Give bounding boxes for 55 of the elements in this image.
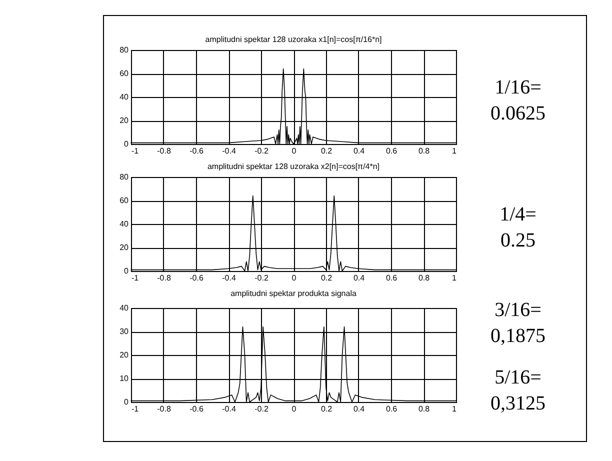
x-tick-label: -0.2 [254, 146, 269, 156]
x-tick-label: 0.8 [418, 274, 430, 282]
x-tick-label: -1 [132, 274, 140, 282]
y-tick-label: 30 [120, 327, 130, 336]
x-tick-label: 0.4 [353, 404, 366, 414]
chart-title: amplitudni spektar produkta signala [230, 288, 357, 298]
x-tick-label: 1 [452, 404, 458, 414]
x-tick-label: -0.6 [190, 404, 204, 414]
x-tick-label: 1 [452, 274, 458, 282]
x-tick-label: -0.2 [254, 404, 269, 414]
y-tick-label: 20 [120, 116, 130, 125]
x-tick-label: -1 [132, 146, 140, 156]
x-tick-label: 0.2 [320, 404, 333, 414]
y-tick-label: 20 [120, 350, 130, 360]
y-tick-label: 60 [120, 69, 130, 78]
chart-title: amplitudni spektar 128 uzoraka x2[n]=cos[π/4*n] [207, 162, 380, 171]
y-tick-label: 40 [120, 304, 130, 312]
y-tick-label: 10 [120, 374, 130, 383]
y-tick-label: 0 [124, 266, 130, 276]
y-tick-label: 0 [124, 140, 130, 148]
text: 5/16= 0,3125 [490, 366, 546, 415]
x-tick-label: -0.6 [190, 274, 204, 282]
x-tick-label: 0 [292, 274, 297, 282]
x-tick-label: -0.8 [157, 404, 172, 414]
x-tick-label: 0.8 [418, 404, 430, 414]
x-tick-label: -0.4 [222, 274, 236, 282]
x-tick-label: -0.2 [254, 274, 269, 282]
x-tick-label: 0.6 [386, 274, 398, 282]
x-tick-label: -0.4 [222, 146, 236, 156]
x-tick-label: 0.4 [353, 146, 366, 156]
x-tick-label: -1 [132, 404, 140, 414]
x-tick-label: 0.2 [320, 146, 333, 156]
y-tick-label: 80 [120, 46, 130, 54]
y-tick-label: 80 [120, 172, 130, 182]
y-tick-label: 20 [120, 243, 130, 252]
x-tick-label: -0.8 [157, 274, 172, 282]
x-tick-label: 0.4 [353, 274, 366, 282]
x-tick-label: -0.4 [222, 404, 236, 414]
y-tick-label: 40 [120, 92, 130, 102]
text: 1/16= 0.0625 [490, 76, 546, 125]
x-tick-label: 0.6 [386, 404, 398, 414]
x-tick-label: 1 [452, 146, 458, 156]
text: 1/4= 0.25 [500, 204, 536, 252]
y-tick-label: 60 [120, 196, 130, 205]
x-tick-label: -0.8 [157, 146, 172, 156]
x-tick-label: 0.6 [386, 146, 398, 156]
x-tick-label: 0.2 [320, 274, 333, 282]
text: 3/16= 0,1875 [490, 298, 546, 347]
y-tick-label: 0 [124, 398, 130, 406]
x-tick-label: -0.6 [190, 146, 204, 156]
x-tick-label: 0 [292, 404, 297, 414]
x-tick-label: 0 [292, 146, 297, 156]
x-tick-label: 0.8 [418, 146, 430, 156]
y-tick-label: 40 [120, 220, 130, 228]
chart-title: amplitudni spektar 128 uzoraka x1[n]=cos[π/16*n] [205, 35, 382, 44]
